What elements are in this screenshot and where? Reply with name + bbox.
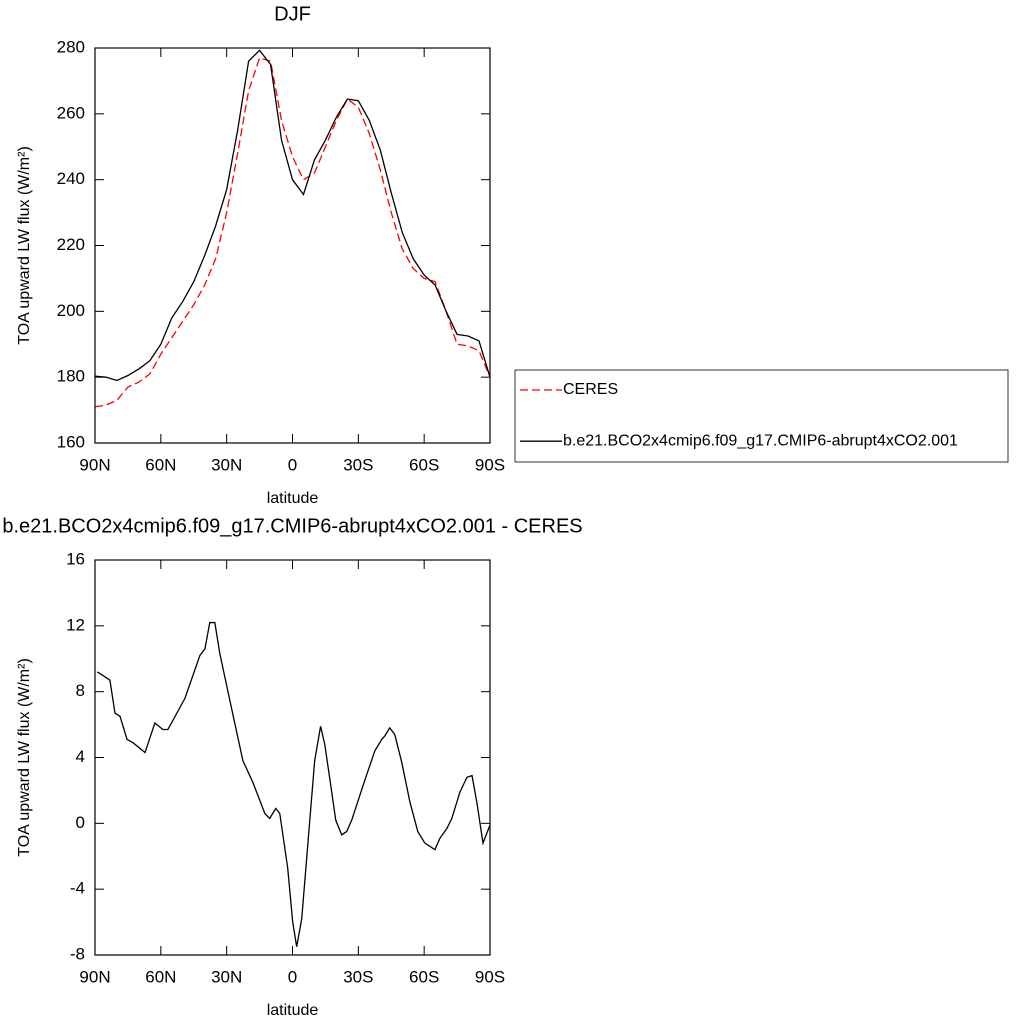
chart-title: b.e21.BCO2x4cmip6.f09_g17.CMIP6-abrupt4x…	[2, 515, 582, 537]
y-tick-label: 260	[57, 103, 85, 122]
x-tick-label: 30S	[343, 967, 373, 986]
y-axis-label: TOA upward LW flux (W/m²)	[16, 146, 33, 345]
plot-frame	[94, 47, 491, 444]
y-tick-label: 8	[76, 681, 85, 700]
y-axis-label: TOA upward LW flux (W/m²)	[16, 658, 33, 857]
x-tick-label: 60N	[145, 967, 176, 986]
data-line	[96, 621, 491, 947]
x-axis-label: latitude	[267, 490, 319, 507]
y-tick-label: 16	[66, 549, 85, 568]
x-tick-label: 30S	[343, 455, 373, 474]
y-tick-label: 180	[57, 367, 85, 386]
chart-title: DJF	[274, 3, 311, 25]
y-tick-label: 12	[66, 615, 85, 634]
data-line	[94, 57, 491, 408]
x-tick-label: 0	[288, 967, 297, 986]
y-tick-label: -8	[70, 944, 85, 963]
x-tick-label: 90S	[475, 455, 505, 474]
plot-frame	[94, 559, 491, 956]
x-tick-label: 60S	[409, 455, 439, 474]
y-tick-label: 200	[57, 301, 85, 320]
legend: CERES b.e21.BCO2x4cmip6.f09_g17.CMIP6-abr…	[514, 369, 1009, 463]
x-tick-label: 90S	[475, 967, 505, 986]
legend-label: CERES	[563, 381, 618, 398]
y-tick-label: 280	[57, 37, 85, 56]
y-tick-label: 160	[57, 432, 85, 451]
x-tick-label: 60S	[409, 967, 439, 986]
x-tick-label: 90N	[79, 967, 110, 986]
y-tick-label: 220	[57, 235, 85, 254]
legend-box	[514, 369, 1009, 463]
x-tick-label: 60N	[145, 455, 176, 474]
y-tick-label: -4	[70, 879, 85, 898]
y-tick-label: 240	[57, 169, 85, 188]
x-axis-label: latitude	[267, 1002, 319, 1019]
legend-label: b.e21.BCO2x4cmip6.f09_g17.CMIP6-abrupt4x…	[563, 432, 958, 449]
x-tick-label: 90N	[79, 455, 110, 474]
x-tick-label: 0	[288, 455, 297, 474]
x-tick-label: 30N	[211, 455, 242, 474]
data-line	[94, 49, 491, 382]
y-tick-label: 0	[76, 813, 85, 832]
y-tick-label: 4	[76, 747, 85, 766]
x-tick-label: 30N	[211, 967, 242, 986]
